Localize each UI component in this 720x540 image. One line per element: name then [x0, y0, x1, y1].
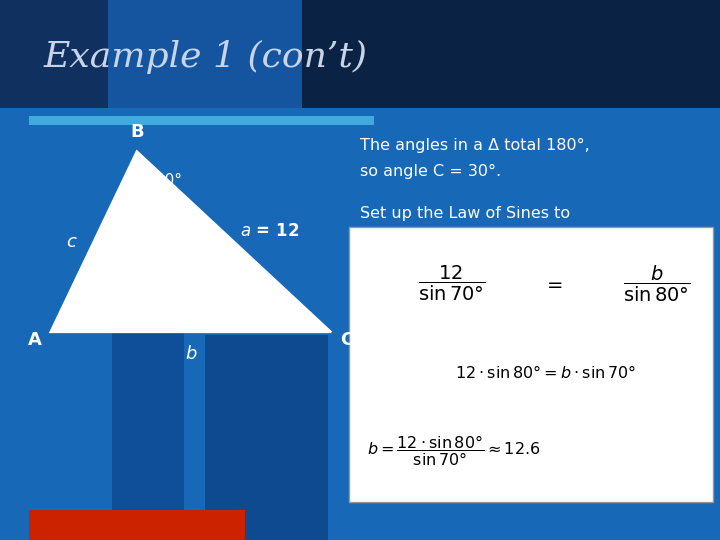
Text: $c$: $c$ — [66, 233, 78, 251]
FancyBboxPatch shape — [29, 116, 374, 125]
Text: A: A — [27, 331, 42, 349]
Text: $b$: $b$ — [437, 231, 449, 247]
Text: The angles in a Δ total 180°,: The angles in a Δ total 180°, — [360, 138, 590, 153]
Text: $\dfrac{12}{\sin 70°}$: $\dfrac{12}{\sin 70°}$ — [418, 264, 485, 303]
FancyBboxPatch shape — [349, 227, 713, 502]
FancyBboxPatch shape — [205, 335, 328, 540]
Text: B: B — [130, 123, 143, 141]
Polygon shape — [50, 151, 331, 332]
Text: 70°: 70° — [72, 300, 99, 315]
FancyBboxPatch shape — [302, 0, 720, 108]
Text: find side: find side — [360, 232, 433, 247]
Text: so angle C = 30°.: so angle C = 30°. — [360, 164, 501, 179]
FancyBboxPatch shape — [0, 0, 720, 108]
FancyBboxPatch shape — [29, 510, 245, 540]
Text: $=$: $=$ — [542, 274, 563, 293]
Text: Set up the Law of Sines to: Set up the Law of Sines to — [360, 206, 570, 221]
Text: :: : — [454, 232, 459, 247]
Text: Example 1 (con’t): Example 1 (con’t) — [43, 39, 367, 74]
Text: $b = \dfrac{12 \cdot \sin 80°}{\sin 70°} \approx 12.6$: $b = \dfrac{12 \cdot \sin 80°}{\sin 70°}… — [367, 434, 541, 468]
FancyBboxPatch shape — [112, 324, 184, 540]
Text: $b$: $b$ — [184, 345, 197, 363]
FancyBboxPatch shape — [0, 0, 108, 108]
Text: $a$ = 12: $a$ = 12 — [240, 222, 300, 240]
Text: $12 \cdot \sin 80° = b \cdot \sin 70°$: $12 \cdot \sin 80° = b \cdot \sin 70°$ — [455, 364, 636, 381]
Text: C: C — [341, 331, 354, 349]
Text: $\dfrac{b}{\sin 80°}$: $\dfrac{b}{\sin 80°}$ — [624, 264, 690, 303]
Text: 80°: 80° — [155, 173, 181, 188]
